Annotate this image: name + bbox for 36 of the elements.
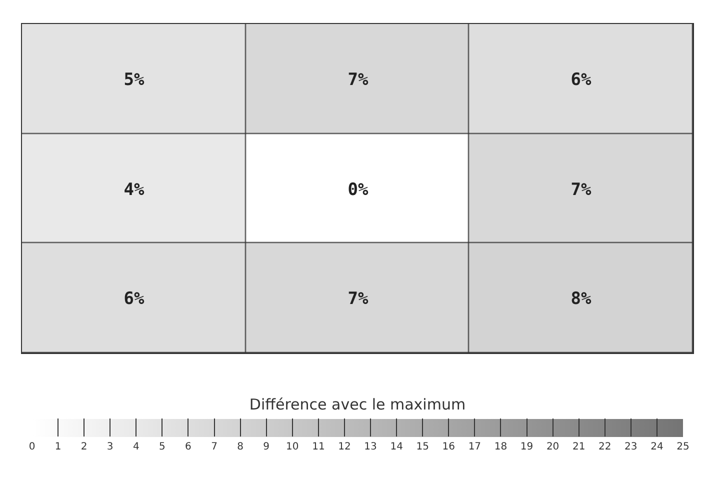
color-bar-label: 17 (468, 442, 482, 452)
data-label: 6% (124, 288, 145, 309)
color-bar-label: 8 (237, 442, 244, 452)
data-label: 5% (124, 70, 145, 90)
color-bar-label: 11 (312, 442, 325, 452)
data-label: 6% (570, 70, 592, 90)
color-bar-label: 22 (598, 442, 612, 452)
data-label: 7% (570, 180, 592, 200)
color-bar-label: 0 (28, 442, 36, 452)
data-label: 0% (348, 180, 369, 200)
color-bar-label: 13 (364, 442, 377, 452)
color-bar-label: 21 (572, 442, 586, 452)
data-label: 4% (124, 180, 145, 200)
data-label: 8% (570, 288, 592, 309)
color-bar-label: 23 (624, 442, 638, 452)
color-bar-label: 9 (263, 442, 270, 452)
color-bar-label: 15 (416, 442, 429, 452)
color-bar-label: 6 (185, 442, 192, 452)
color-bar-title: Différence avec le maximum (249, 395, 466, 414)
color-bar-label: 2 (80, 442, 88, 452)
color-bar-label: 14 (390, 442, 403, 452)
color-bar-label: 3 (106, 442, 114, 452)
data-label: 7% (348, 288, 369, 309)
color-bar-label: 1 (54, 442, 62, 452)
color-bar-label: 4 (132, 442, 140, 452)
color-bar-label: 24 (650, 442, 664, 452)
color-bar-label: 18 (494, 442, 508, 452)
color-bar-label: 10 (286, 442, 299, 452)
color-bar-label: 7 (211, 442, 218, 452)
color-bar-label: 19 (520, 442, 534, 452)
color-bar-label: 25 (676, 442, 690, 452)
data-label: 7% (348, 70, 369, 90)
color-bar-label: 20 (546, 442, 560, 452)
color-bar-label: 12 (338, 442, 351, 452)
color-bar-label: 5 (159, 442, 166, 452)
color-bar-label: 16 (442, 442, 456, 452)
